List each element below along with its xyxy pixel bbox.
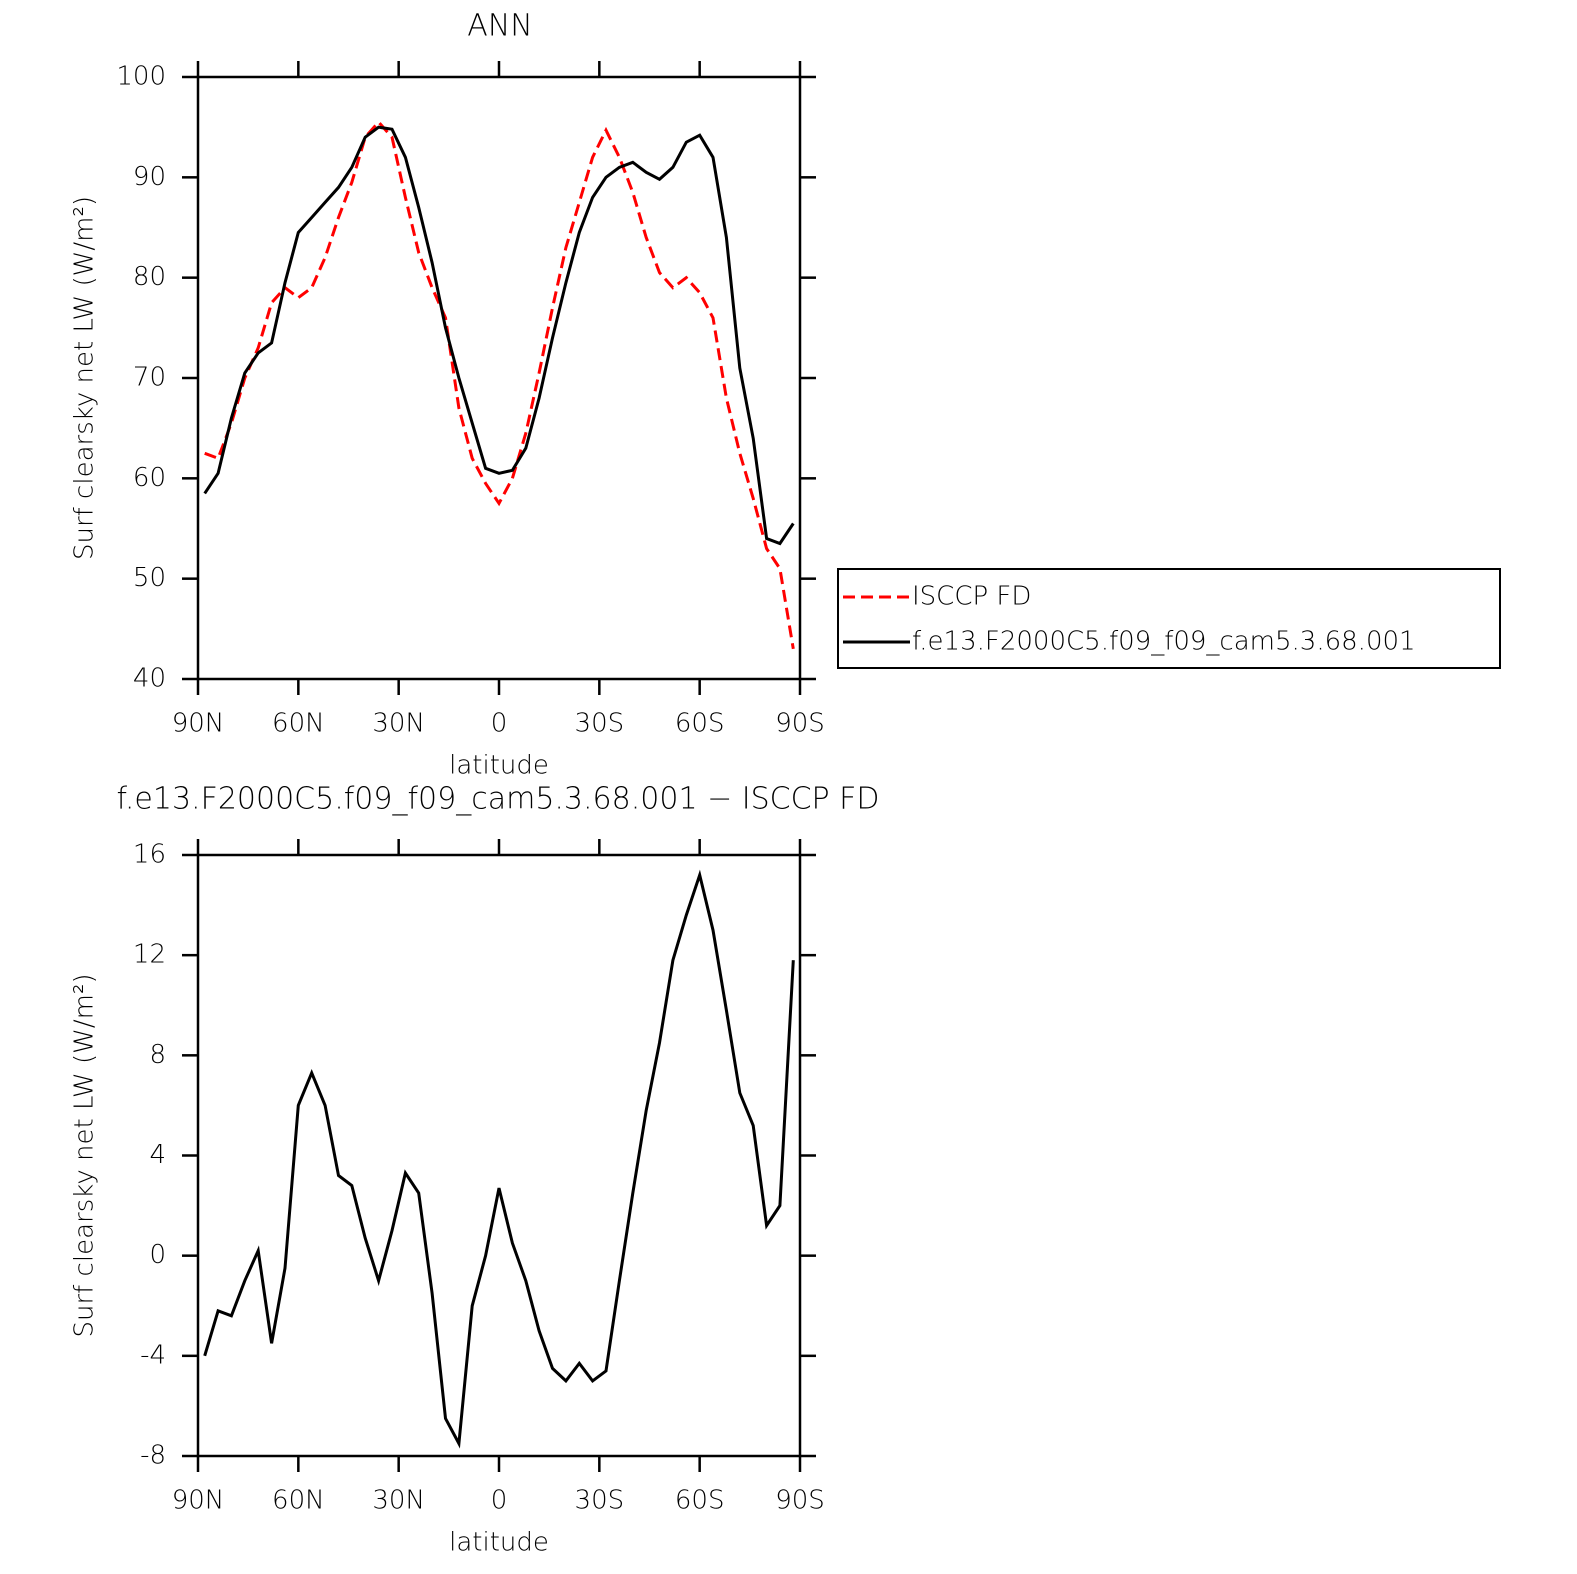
- x-tick-label: 60N: [272, 1486, 325, 1516]
- plot-frame: [196, 853, 802, 1458]
- y-tick-label: 8: [149, 1040, 166, 1070]
- data-line: [204, 119, 795, 650]
- y-axis-label: Surf clearsky net LW (W/m²): [70, 973, 100, 1337]
- x-tick-label: 60N: [272, 709, 325, 739]
- y-tick-label: 80: [133, 262, 166, 292]
- y-tick-label: 40: [133, 664, 166, 694]
- data-line: [203, 869, 795, 1449]
- y-tick-label: -8: [140, 1441, 166, 1471]
- plot-frame: [196, 75, 802, 681]
- y-tick-label: 100: [116, 62, 166, 92]
- legend-label: ISCCP FD: [912, 582, 1031, 612]
- x-tick-label: 30N: [372, 709, 425, 739]
- data-line: [203, 125, 795, 546]
- legend-label: f.e13.F2000C5.f09_f09_cam5.3.68.001: [912, 627, 1416, 657]
- y-tick-label: 90: [133, 162, 166, 192]
- x-tick-label: 0: [491, 709, 508, 739]
- x-axis-label: latitude: [449, 1528, 549, 1558]
- x-tick-label: 60S: [675, 709, 725, 739]
- legend-box: [837, 568, 1501, 669]
- chart-title: f.e13.F2000C5.f09_f09_cam5.3.68.001 − IS…: [116, 782, 879, 817]
- y-tick-label: 0: [149, 1240, 166, 1270]
- chart-title: ANN: [467, 9, 532, 44]
- y-axis-label: Surf clearsky net LW (W/m²): [70, 196, 100, 560]
- x-tick-label: 30S: [575, 709, 625, 739]
- y-tick-label: 4: [149, 1140, 166, 1170]
- y-tick-label: -4: [140, 1340, 166, 1370]
- x-axis-label: latitude: [449, 751, 549, 781]
- x-tick-label: 90S: [775, 709, 825, 739]
- y-tick-label: 60: [133, 463, 166, 493]
- x-tick-label: 90N: [172, 1486, 225, 1516]
- y-tick-label: 12: [133, 940, 166, 970]
- y-tick-label: 16: [133, 840, 166, 870]
- y-tick-label: 70: [133, 363, 166, 393]
- x-tick-label: 90S: [775, 1486, 825, 1516]
- x-tick-label: 90N: [172, 709, 225, 739]
- x-tick-label: 0: [491, 1486, 508, 1516]
- x-tick-label: 30N: [372, 1486, 425, 1516]
- y-tick-label: 50: [133, 563, 166, 593]
- x-tick-label: 60S: [675, 1486, 725, 1516]
- x-tick-label: 30S: [575, 1486, 625, 1516]
